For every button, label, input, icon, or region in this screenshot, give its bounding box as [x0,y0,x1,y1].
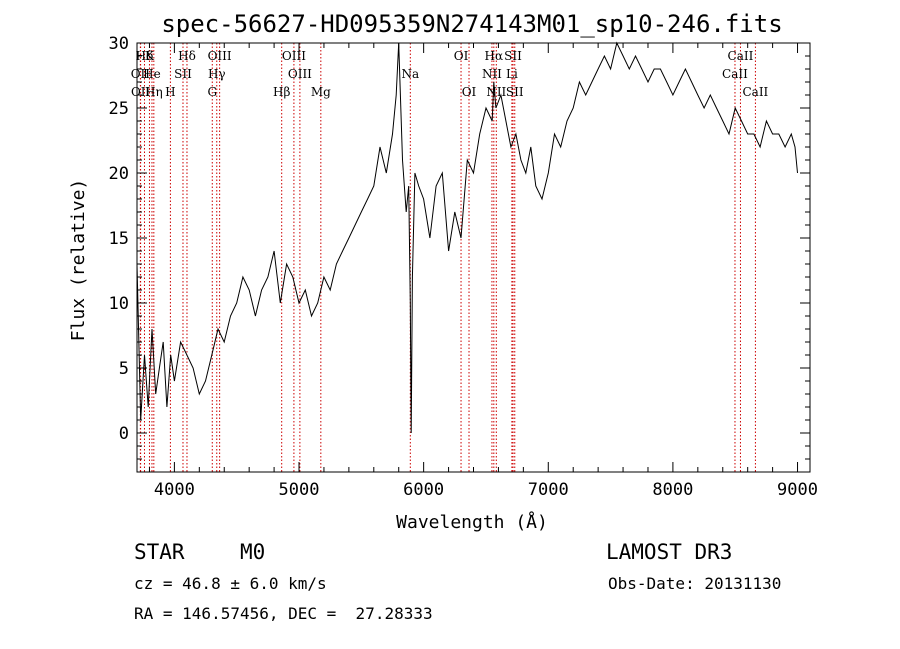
y-tick-label: 20 [109,164,129,184]
observation-date: Obs-Date: 20131130 [608,574,782,593]
y-tick-label: 30 [109,34,129,54]
chart-title: spec-56627-HD095359N274143M01_sp10-246.f… [161,10,782,38]
y-axis-ticks: 0 5 10 15 20 25 30 [109,34,810,460]
redshift-cz: cz = 46.8 ± 6.0 km/s [134,574,327,593]
spectral-line-label: CaII [722,67,748,81]
x-tick-label: 6000 [403,480,444,500]
spectral-line-label: OII [131,67,151,81]
spectral-line-label: Li [506,67,518,81]
spectral-line-label: OIII [288,67,312,81]
spectral-line-label: G [207,85,217,99]
spectral-line-label: OIII [208,49,232,63]
spectral-line-label: He [143,67,161,81]
plot-frame [136,42,811,473]
spectral-line-label: Mg [311,85,331,99]
y-tick-label: 0 [119,424,129,444]
x-tick-label: 8000 [652,480,693,500]
spectral-line-label: Hδ [136,49,154,63]
spectral-line-label: CaII [742,85,768,99]
spectral-line-label: NII [486,85,506,99]
spectral-line-label: SII [174,67,192,81]
spectral-line-label: Hβ [273,85,290,99]
object-class: STAR [134,540,185,564]
spectral-line-label: OI [454,49,469,63]
spectral-line-label: Hη [145,85,163,99]
y-tick-label: 5 [119,359,129,379]
spectral-line-label: K [145,49,155,63]
spectral-line-label: H [165,85,175,99]
spectral-line-label: Na [401,67,419,81]
x-axis-label: Wavelength (Å) [396,511,548,533]
x-tick-label: 4000 [154,480,195,500]
coordinates: RA = 146.57456, DEC = 27.28333 [134,604,433,623]
spectral-line-label: Hα [485,49,504,63]
spectral-line-label: SII [504,49,522,63]
spectrum-series [136,41,798,434]
spectral-line-label: CaII [728,49,754,63]
spectral-line-label: SII [506,85,524,99]
x-tick-label: 7000 [528,480,569,500]
y-tick-label: 10 [109,294,129,314]
object-subclass: M0 [240,540,266,564]
x-tick-label: 9000 [777,480,818,500]
spectral-lines [139,43,756,472]
y-tick-label: 25 [109,99,129,119]
spectral-line-label: OIII [282,49,306,63]
spectral-line-label: OII [131,85,151,99]
x-axis-ticks: 4000 5000 6000 7000 8000 9000 [148,43,818,500]
spectral-line-label: NII [482,67,502,81]
spectral-line-label: Hγ [208,67,226,81]
survey-name: LAMOST DR3 [606,540,733,564]
spectral-line-label: OI [462,85,477,99]
y-tick-label: 15 [109,229,129,249]
spectral-line-label: Hδ [178,49,196,63]
y-axis-label: Flux (relative) [68,179,89,342]
x-tick-label: 5000 [279,480,320,500]
